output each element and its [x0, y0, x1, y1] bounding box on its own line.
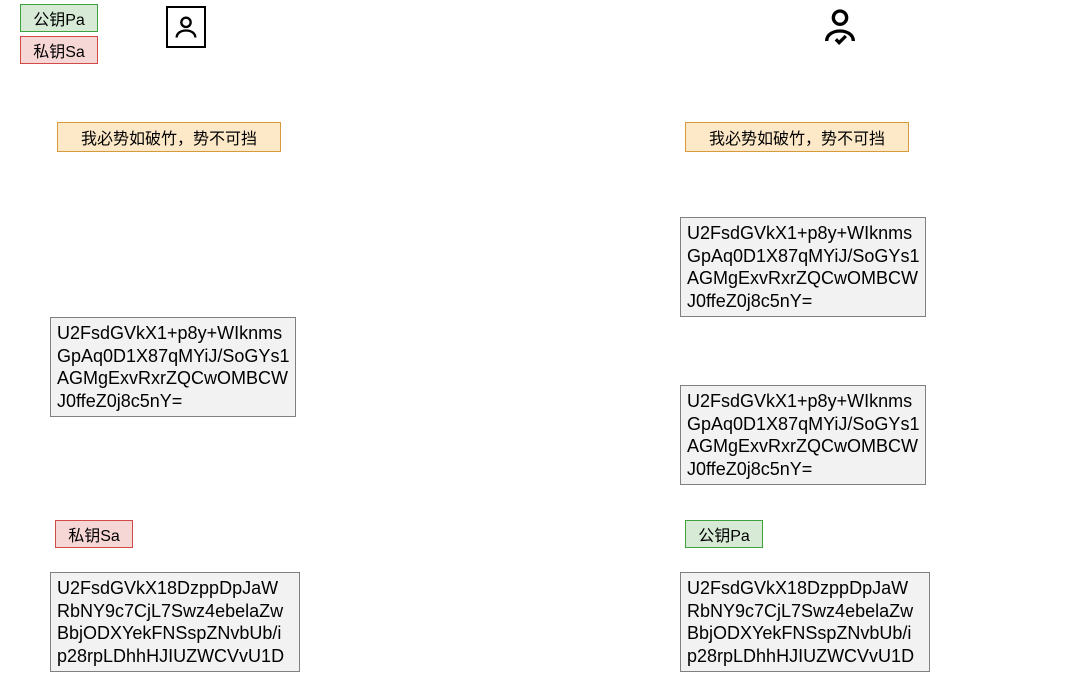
plaintext-right: 我必势如破竹，势不可挡	[685, 122, 909, 152]
public-key-badge-bottom: 公钥Pa	[685, 520, 763, 548]
private-key-badge-top: 私钥Sa	[20, 36, 98, 64]
ciphertext-right-1: U2FsdGVkX1+p8y+WIknms GpAq0D1X87qMYiJ/So…	[680, 217, 926, 317]
plaintext-left: 我必势如破竹，势不可挡	[57, 122, 281, 152]
ciphertext-right-2: U2FsdGVkX1+p8y+WIknms GpAq0D1X87qMYiJ/So…	[680, 385, 926, 485]
public-key-badge-top: 公钥Pa	[20, 4, 98, 32]
ciphertext-left-signed: U2FsdGVkX18DzppDpJaW RbNY9c7CjL7Swz4ebel…	[50, 572, 300, 672]
private-key-badge-bottom: 私钥Sa	[55, 520, 133, 548]
ciphertext-right-signed: U2FsdGVkX18DzppDpJaW RbNY9c7CjL7Swz4ebel…	[680, 572, 930, 672]
sender-icon	[166, 6, 206, 48]
ciphertext-left-1: U2FsdGVkX1+p8y+WIknms GpAq0D1X87qMYiJ/So…	[50, 317, 296, 417]
receiver-icon	[820, 6, 860, 51]
